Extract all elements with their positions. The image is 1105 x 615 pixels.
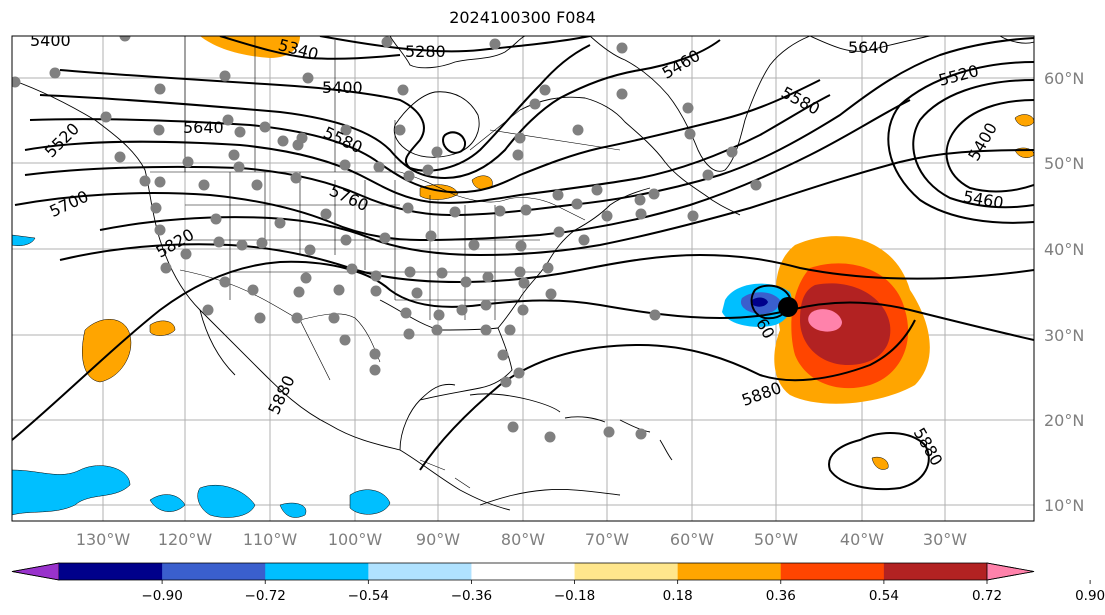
positive-area-pacific-2: [149, 320, 176, 336]
colorbar-swatch: [265, 563, 369, 580]
colorbar-swatch: [471, 563, 576, 580]
contour-5460-east: [912, 79, 1034, 209]
negative-area-south-pacific-5: [349, 489, 391, 515]
colorbar-tick-label: 0.18: [663, 588, 693, 604]
contour-label: 5400: [30, 31, 71, 50]
latitude-label: 30°N: [1044, 326, 1084, 345]
colorbar-tick-label: −0.36: [451, 588, 492, 604]
colorbar-tick-label: −0.18: [554, 588, 595, 604]
station-points: [12, 36, 762, 443]
coast-cuba: [469, 393, 561, 413]
contour-5580: [24, 94, 831, 204]
latitude-label: 60°N: [1044, 69, 1084, 88]
contour-5460-west: [39, 39, 721, 180]
colorbar-swatch: [883, 563, 988, 580]
colorbar-tick-label: 0.90: [1075, 588, 1105, 604]
colorbar-tick-label: 0.36: [766, 588, 796, 604]
positive-area-atlantic-core: [808, 309, 842, 332]
coast-yucatan: [419, 383, 456, 401]
contour-label: 5640: [848, 38, 889, 57]
colorbar-tick-label: 0.72: [972, 588, 1002, 604]
negative-area-south-pacific-3: [197, 484, 256, 518]
contour-5400-east: [945, 99, 1034, 193]
colorbar-outline: [11, 562, 1035, 581]
coast-greenland-east: [809, 36, 931, 52]
colorbar-extend-high: [986, 562, 1035, 581]
contour-5880-south: [419, 319, 916, 471]
map-content: 5340 5280 5460 5640 5520 5400 5580 5400 …: [12, 31, 1034, 521]
longitude-label: 40°W: [840, 530, 884, 549]
positive-area-east-1: [1014, 114, 1034, 127]
longitude-label: 60°W: [670, 530, 714, 549]
colorbar-tick-label: −0.54: [348, 588, 389, 604]
colorbar-swatch: [59, 563, 163, 580]
contour-label: 5640: [183, 118, 224, 137]
colorbar-swatch: [677, 563, 782, 580]
negative-area-south-pacific-4: [279, 502, 307, 518]
longitude-label: 90°W: [416, 530, 460, 549]
contour-5700: [14, 99, 911, 242]
coast-baja: [199, 309, 236, 376]
contour-5400-west: [59, 44, 591, 172]
contour-label: 5400: [322, 78, 363, 97]
latitude-label: 20°N: [1044, 411, 1084, 430]
coast-caribbean-islands: [619, 419, 673, 461]
colorbar-swatch: [368, 563, 472, 580]
coast-south-america: [479, 489, 621, 506]
longitude-label: 130°W: [76, 530, 131, 549]
contour-5880-main: [12, 260, 1034, 441]
contour-5280: [319, 36, 591, 53]
positive-area-tropics: [871, 456, 889, 470]
longitude-label: 120°W: [158, 530, 213, 549]
longitude-label: 80°W: [501, 530, 545, 549]
coast-greenland: [589, 36, 811, 172]
contour-cutoff-low: [442, 131, 467, 154]
colorbar-swatch: [162, 563, 266, 580]
border-mexico-1: [299, 319, 331, 381]
border-canada-prov-6: [489, 129, 621, 151]
contour-5520-east: [887, 61, 1034, 224]
longitude-label: 30°W: [923, 530, 967, 549]
shaded-field: [12, 36, 1034, 518]
coast-pacific-northwest: [12, 79, 401, 451]
contour-label: 5280: [405, 42, 446, 61]
coast-iceland: [999, 36, 1034, 44]
longitude-label: 110°W: [243, 530, 298, 549]
coast-hispaniola: [564, 416, 606, 423]
map-frame: [11, 35, 1035, 522]
longitude-label: 100°W: [328, 530, 383, 549]
colorbar-extend-low: [11, 562, 60, 581]
contour-5340: [219, 36, 401, 60]
border-central-america: [419, 459, 471, 489]
longitude-labels: 130°W 120°W 110°W 100°W 90°W 80°W 70°W 6…: [76, 530, 967, 549]
colorbar-swatch: [780, 563, 885, 580]
latitude-labels: 60°N 50°N 40°N 30°N 20°N 10°N: [1044, 69, 1084, 515]
negative-area-south-pacific-2: [149, 494, 186, 512]
longitude-label: 50°W: [754, 530, 798, 549]
colorbar-tick-label: 0.54: [869, 588, 899, 604]
colorbar-tick-label: −0.90: [141, 588, 182, 604]
longitude-label: 70°W: [585, 530, 629, 549]
contour-5760: [99, 149, 1034, 257]
colorbar: −0.90 −0.72 −0.54 −0.36 −0.18 0.18 0.36 0.54 0.7…: [11, 562, 1105, 604]
latitude-label: 40°N: [1044, 240, 1084, 259]
border-us-canada: [150, 171, 586, 221]
colorbar-tick-label: −0.72: [245, 588, 286, 604]
latitude-label: 50°N: [1044, 154, 1084, 173]
coast-central-america: [399, 449, 511, 511]
latitude-label: 10°N: [1044, 496, 1084, 515]
colorbar-swatch: [574, 563, 679, 580]
negative-area-atlantic-center: [752, 297, 768, 307]
contour-5880-loop: [828, 432, 930, 491]
coast-hudson-bay: [393, 91, 480, 158]
negative-area-south-pacific-1: [12, 465, 131, 516]
map-title: 2024100300 F084: [449, 8, 596, 27]
cyclone-center-marker: [778, 297, 798, 317]
contour-5520-west: [29, 79, 821, 194]
